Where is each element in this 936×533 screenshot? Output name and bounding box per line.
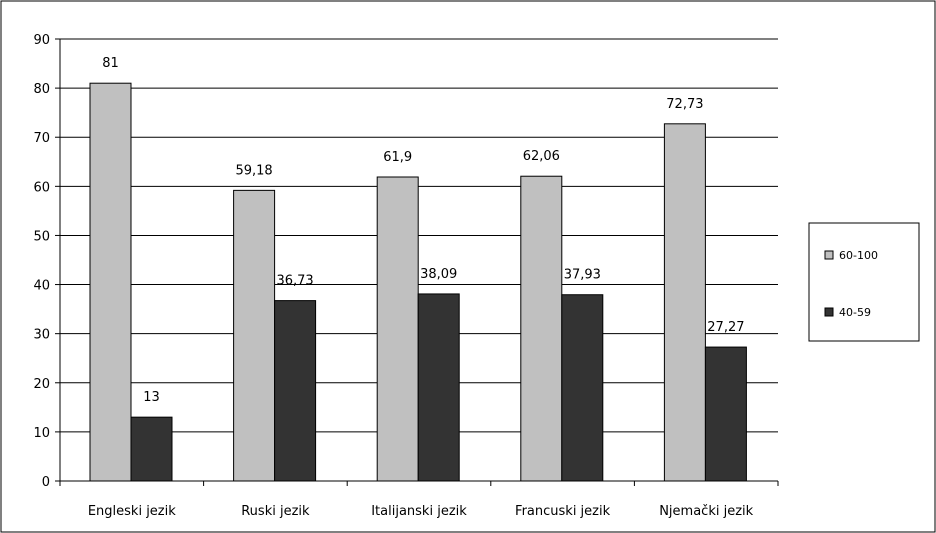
bar-40-59-2: [274, 300, 317, 482]
bar-60-100-1: [89, 82, 132, 482]
data-label: 36,73: [276, 274, 313, 289]
data-label: 38,09: [420, 267, 457, 282]
y-tick-label: 40: [33, 279, 50, 294]
data-label: 13: [143, 390, 160, 405]
bar-40-59-4: [561, 294, 604, 482]
x-category-label: Engleski jezik: [88, 504, 176, 519]
legend: 60-100 40-59: [808, 222, 920, 342]
y-tick-label: 50: [33, 229, 50, 244]
data-label: 72,73: [666, 97, 703, 112]
legend-swatch-40-59: [824, 307, 834, 317]
bar-40-59-1: [130, 416, 173, 482]
bar-60-100-2: [233, 189, 276, 482]
axes: [55, 38, 779, 486]
data-label: 59,18: [235, 163, 272, 178]
bars: [89, 82, 747, 482]
gridlines: [60, 38, 778, 433]
data-label: 81: [102, 56, 119, 71]
labels: 0 10 20 30 40 50 60 70 80 90 81 13 Engleski jezik 59,…: [33, 33, 753, 519]
legend-label: 40-59: [839, 306, 871, 319]
legend-box: [808, 222, 920, 342]
x-category-label: Francuski jezik: [515, 504, 611, 519]
y-tick-label: 70: [33, 131, 50, 146]
bar-40-59-3: [417, 293, 460, 482]
y-tick-label: 90: [33, 33, 50, 48]
bar-40-59-5: [704, 346, 747, 482]
y-tick-label: 60: [33, 180, 50, 195]
legend-label: 60-100: [839, 249, 878, 262]
legend-swatch-60-100: [824, 250, 834, 260]
y-tick-label: 0: [42, 475, 50, 490]
bar-60-100-4: [520, 175, 563, 482]
data-label: 27,27: [707, 320, 744, 335]
y-tick-label: 10: [33, 426, 50, 441]
data-label: 61,9: [383, 150, 412, 165]
bar-60-100-5: [663, 123, 706, 482]
y-tick-label: 80: [33, 82, 50, 97]
x-category-label: Njemački jezik: [659, 504, 753, 519]
x-category-label: Ruski jezik: [241, 504, 310, 519]
bar-60-100-3: [376, 176, 419, 482]
y-tick-label: 30: [33, 328, 50, 343]
x-category-label: Italijanski jezik: [371, 504, 467, 519]
data-label: 62,06: [523, 149, 560, 164]
y-tick-label: 20: [33, 377, 50, 392]
data-label: 37,93: [564, 268, 601, 283]
